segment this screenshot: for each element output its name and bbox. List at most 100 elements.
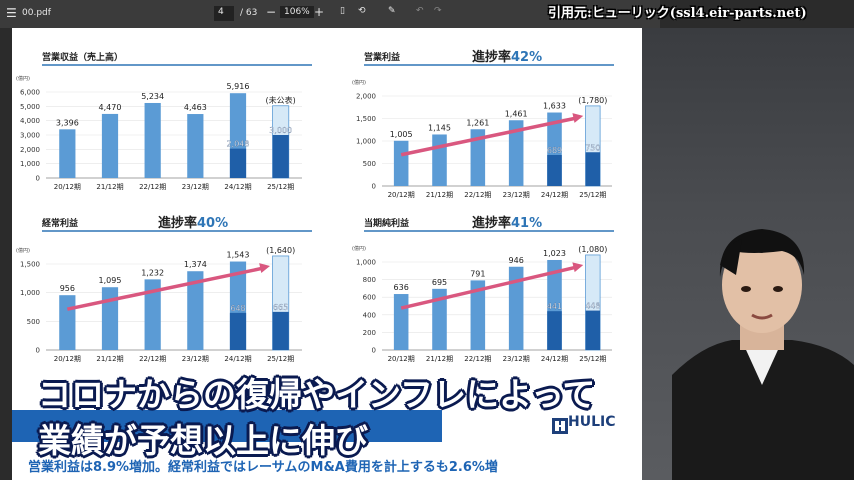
chart2-ytick: 0 xyxy=(36,347,40,355)
rotate-icon[interactable]: ⟲ xyxy=(358,6,366,16)
chart3-progress-label: 448 xyxy=(585,302,600,311)
chart3-ytick: 800 xyxy=(363,276,376,284)
zoom-level[interactable]: 106% xyxy=(280,6,314,18)
chart3-ytick: 1,000 xyxy=(356,259,376,267)
chart1-ytick: 0 xyxy=(372,183,376,191)
chart2-unit: (億円) xyxy=(16,247,30,254)
chart2-bar xyxy=(144,279,161,350)
chart0-xtick: 25/12期 xyxy=(267,183,294,191)
chart3-bar xyxy=(432,288,447,350)
chart3-bar-progress xyxy=(585,310,601,350)
chart2-trend-arrowhead xyxy=(259,263,270,273)
chart3-bar-progress xyxy=(547,311,562,350)
chart3-progress-label: 441 xyxy=(547,302,562,311)
chart0-bar xyxy=(187,114,204,178)
chart3-value-label: (1,080) xyxy=(578,245,607,254)
page-total: / 63 xyxy=(240,8,258,18)
chart3-value-label: 636 xyxy=(394,283,409,292)
chart3-ytick: 0 xyxy=(372,347,376,355)
pdf-toolbar: ☰ 00.pdf 4 / 63 − 106% + ▯ ⟲ ✎ ↶ ↷ xyxy=(0,0,660,28)
chart0-ytick: 6,000 xyxy=(20,89,40,97)
chart1-ytick: 2,000 xyxy=(356,93,376,101)
chart2-xtick: 25/12期 xyxy=(267,355,294,363)
chart3-ytick: 600 xyxy=(363,294,376,302)
chart2-value-label: 1,374 xyxy=(184,260,207,269)
chart0-ytick: 3,000 xyxy=(20,132,40,140)
zoom-in-icon[interactable]: + xyxy=(314,5,325,19)
undo-icon[interactable]: ↶ xyxy=(416,6,424,16)
hulic-logo: HULIC xyxy=(568,414,616,430)
chart0-value-label: 4,470 xyxy=(99,103,122,112)
chart3-trend-arrow xyxy=(400,265,578,310)
chart2-value-label: 956 xyxy=(60,284,75,293)
chart0-xtick: 22/12期 xyxy=(139,183,166,191)
fit-page-icon[interactable]: ▯ xyxy=(340,6,345,16)
chart1-trend-arrowhead xyxy=(572,113,584,123)
chart0-ytick: 2,000 xyxy=(20,146,40,154)
chart3-bar xyxy=(508,266,524,350)
chart1-ytick: 500 xyxy=(363,160,376,168)
chart3-bar xyxy=(470,280,486,350)
chart2-ytick: 1,000 xyxy=(20,289,40,297)
chart2-xtick: 22/12期 xyxy=(139,355,166,363)
chart2-value-label: 1,095 xyxy=(99,276,122,285)
summary-text: 営業利益は8.9%増加。経常利益ではレーサムのM&A費用を計上するも2.6%増 xyxy=(28,460,498,475)
chart2-value-label: (1,640) xyxy=(266,246,295,255)
chart0-progress-label: 3,000 xyxy=(269,126,292,135)
presenter-image xyxy=(672,229,854,480)
chart1-ytick: 1,500 xyxy=(356,115,376,123)
chart2-bar xyxy=(59,295,76,350)
chart0-ytick: 5,000 xyxy=(20,103,40,111)
chart3-xtick: 25/12期 xyxy=(579,355,606,363)
chart1-xtick: 21/12期 xyxy=(426,191,453,199)
chart0-title: 営業収益（売上高） xyxy=(42,51,123,63)
chart1-xtick: 23/12期 xyxy=(503,191,530,199)
hamburger-menu-icon[interactable]: ☰ xyxy=(6,6,17,20)
chart2-xtick: 20/12期 xyxy=(54,355,81,363)
chart2-xtick: 23/12期 xyxy=(182,355,209,363)
hulic-logo-mark-icon xyxy=(552,418,568,434)
chart3-bar xyxy=(393,294,409,350)
chart3-progress-rate: 進捗率41% xyxy=(472,215,542,231)
chart1-bar xyxy=(432,134,447,186)
chart1-value-label: (1,780) xyxy=(578,96,607,105)
chart1-progress-label: 689 xyxy=(547,146,562,155)
caption-line-1: コロナからの復帰やインフレによって xyxy=(38,375,596,414)
chart0-progress-label: 2,048 xyxy=(227,140,250,149)
citation-credit: 引用元:ヒューリック(ssl4.eir-parts.net) xyxy=(548,6,807,21)
chart0-ytick: 1,000 xyxy=(20,160,40,168)
redo-icon[interactable]: ↷ xyxy=(434,6,442,16)
chart2-bar-progress xyxy=(272,311,289,350)
chart2-bar-progress xyxy=(229,312,247,350)
chart0-xtick: 21/12期 xyxy=(96,183,123,191)
chart0-xtick: 23/12期 xyxy=(182,183,209,191)
chart2-xtick: 24/12期 xyxy=(224,355,251,363)
chart0-value-label: 5,916 xyxy=(227,82,250,91)
chart3-value-label: 791 xyxy=(470,269,485,278)
chart3-xtick: 20/12期 xyxy=(388,355,415,363)
zoom-out-icon[interactable]: − xyxy=(266,5,277,19)
charts-canvas: 営業収益（売上高） (億円) 0 1,000 2,000 3,000 4,000 5,000 6… xyxy=(16,49,614,363)
chart3-xtick: 21/12期 xyxy=(426,355,453,363)
chart0-bar xyxy=(144,102,161,178)
chart1-unit: (億円) xyxy=(352,79,366,86)
chart1-value-label: 1,145 xyxy=(428,123,451,132)
chart0-value-label: (未公表) xyxy=(266,95,296,105)
chart1-value-label: 1,005 xyxy=(390,130,413,139)
chart0-xtick: 24/12期 xyxy=(224,183,251,191)
chart1-bar-progress xyxy=(585,152,601,186)
chart2-progress-rate: 進捗率40% xyxy=(158,215,228,231)
chart1-bar xyxy=(508,120,524,186)
chart2-value-label: 1,543 xyxy=(227,251,250,260)
chart1-bar xyxy=(393,140,409,186)
chart1-progress-label: 750 xyxy=(585,143,600,152)
chart0-bar xyxy=(101,113,119,178)
chart1-title: 営業利益 xyxy=(364,51,400,63)
page-number-input[interactable]: 4 xyxy=(214,6,234,21)
chart2-progress-label: 665 xyxy=(273,303,288,312)
chart1-progress-rate: 進捗率42% xyxy=(472,49,542,65)
chart2-bar xyxy=(187,271,204,350)
chart1-value-label: 1,461 xyxy=(505,109,528,118)
draw-icon[interactable]: ✎ xyxy=(388,6,396,16)
